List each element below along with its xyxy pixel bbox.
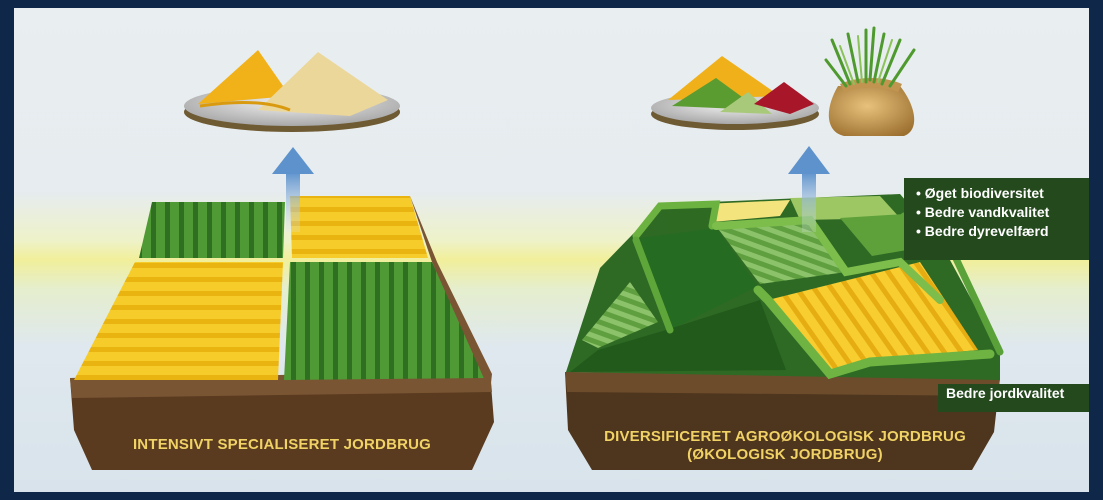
mixed-food-plate-icon <box>651 56 819 130</box>
intensive-farm-block <box>70 196 494 470</box>
grain-plate-icon <box>184 50 400 132</box>
agroecological-farm-block <box>565 194 1004 470</box>
benefits-box: • Øget biodiversitet • Bedre vandkvalite… <box>904 178 1089 260</box>
benefit-item: • Bedre dyrevelfærd <box>916 223 1049 239</box>
agroecological-farm-label-line1: DIVERSIFICERET AGROØKOLOGISK JORDBRUG <box>604 428 966 445</box>
soil-quality-box: Bedre jordkvalitet <box>938 384 1089 412</box>
soil-quality-label: Bedre jordkvalitet <box>946 385 1065 401</box>
benefit-item: • Bedre vandkvalitet <box>916 204 1050 220</box>
agroecological-farm-label-line2: (ØKOLOGISK JORDBRUG) <box>687 446 883 463</box>
intensive-farm-label: INTENSIVT SPECIALISERET JORDBRUG <box>132 436 432 453</box>
up-arrow-icon <box>272 147 314 232</box>
agroecological-farm-label: DIVERSIFICERET AGROØKOLOGISK JORDBRUG (Ø… <box>580 428 990 464</box>
up-arrow-icon <box>788 146 830 232</box>
benefit-item: • Øget biodiversitet <box>916 185 1044 201</box>
harvest-sack-icon <box>824 26 916 136</box>
